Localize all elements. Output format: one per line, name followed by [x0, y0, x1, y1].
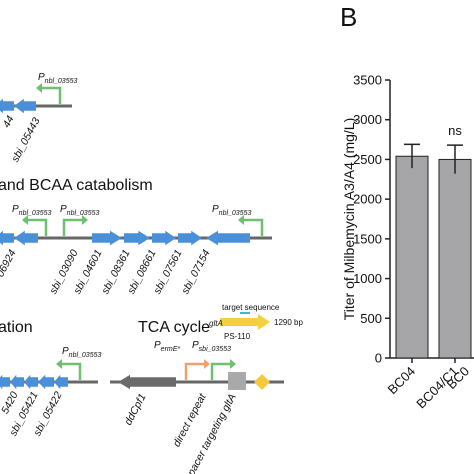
promoter-head — [238, 215, 244, 225]
gene-label: 06924 — [0, 248, 19, 280]
y-tick-label: 0 — [375, 351, 382, 366]
bar — [395, 155, 429, 359]
inset-name: PS-110 — [224, 332, 251, 341]
gene-arrow — [206, 230, 250, 246]
promoter-letter: P — [60, 204, 67, 215]
promoter-sub: nbl_03553 — [19, 210, 52, 217]
annotation: ns — [448, 123, 462, 138]
gene-arrow — [54, 374, 68, 390]
promoter-label: PermE* — [154, 340, 180, 353]
y-axis-label: Titer of Milbemycin A3/A4 (mg/L) — [341, 118, 357, 321]
promoter — [42, 86, 62, 104]
inset-gene: gltA — [209, 319, 223, 328]
promoter-sub: ermE* — [161, 346, 181, 353]
y-tick-label: 2500 — [353, 152, 382, 167]
panel-label: B — [340, 2, 357, 32]
gene-label: sbi_07154 — [179, 248, 212, 297]
gene-arrow — [0, 374, 10, 390]
gene-arrow — [0, 230, 14, 246]
promoter-head — [56, 359, 62, 369]
promoter-label: Psbi_03553 — [192, 340, 231, 353]
gene-arrow — [14, 230, 38, 246]
promoter-letter: P — [62, 346, 69, 357]
promoter-sub: nbl_03553 — [45, 78, 78, 85]
promoter-sub: sbi_03553 — [199, 346, 231, 353]
section-title: TCA cycle — [138, 319, 210, 336]
gene-arrow — [10, 374, 24, 390]
target-arrow — [220, 314, 270, 330]
promoter-sub: nbl_03553 — [67, 210, 100, 217]
gene-arrow — [14, 98, 36, 114]
gene-arrow — [92, 230, 122, 246]
pathway-diagram: and BCAA catabolism ation TCA cycle — [0, 104, 284, 390]
gene-arrow — [152, 230, 176, 246]
y-tick-label: 3000 — [353, 112, 382, 127]
promoter-head — [22, 215, 28, 225]
y-tick-label: 1500 — [353, 231, 382, 246]
gene-arrow — [118, 374, 176, 390]
promoter-letter: P — [192, 340, 199, 351]
promoter — [184, 362, 204, 380]
promoter — [210, 362, 230, 380]
promoter-letter: P — [212, 204, 219, 215]
promoter-sub: nbl_03553 — [219, 210, 252, 217]
x-tick-label: BC04 — [385, 364, 419, 398]
promoter-head — [36, 83, 42, 93]
y-tick-label: 2000 — [353, 192, 382, 207]
promoter-label: Pnbl_03553 — [62, 346, 101, 359]
promoter — [62, 218, 82, 236]
y-tick-label: 1000 — [353, 271, 382, 286]
promoter-head — [204, 359, 210, 369]
section-title: and BCAA catabolism — [0, 177, 153, 194]
promoter-label: Pnbl_03553 — [12, 204, 51, 217]
inset-length: 1290 bp — [274, 318, 303, 327]
gene-arrow — [38, 374, 54, 390]
promoter-head — [82, 215, 88, 225]
spacer — [254, 374, 270, 390]
promoter-letter: P — [12, 204, 19, 215]
gene-arrow — [178, 230, 202, 246]
promoter — [28, 218, 48, 236]
promoter-label: Pnbl_03553 — [38, 72, 77, 85]
section-title: ation — [0, 319, 33, 336]
gene-arrow — [124, 230, 150, 246]
gene-label: 44 — [1, 114, 17, 130]
y-tick-label: 500 — [360, 311, 382, 326]
promoter-label: Pnbl_03553 — [60, 204, 99, 217]
promoter-sub: nbl_03553 — [69, 352, 102, 359]
gene-label: ddCpf1 — [122, 392, 148, 428]
y-tick-label: 3500 — [353, 73, 382, 88]
gene-arrow — [0, 98, 14, 114]
promoter-head — [230, 359, 236, 369]
promoter-letter: P — [38, 72, 45, 83]
promoter-letter: P — [154, 340, 161, 351]
promoter — [244, 218, 264, 236]
direct-repeat — [228, 372, 246, 390]
promoter-label: Pnbl_03553 — [212, 204, 251, 217]
promoter — [62, 362, 82, 380]
bar — [438, 158, 472, 359]
inset-title: target sequence — [222, 303, 280, 312]
gene-arrow — [24, 374, 38, 390]
